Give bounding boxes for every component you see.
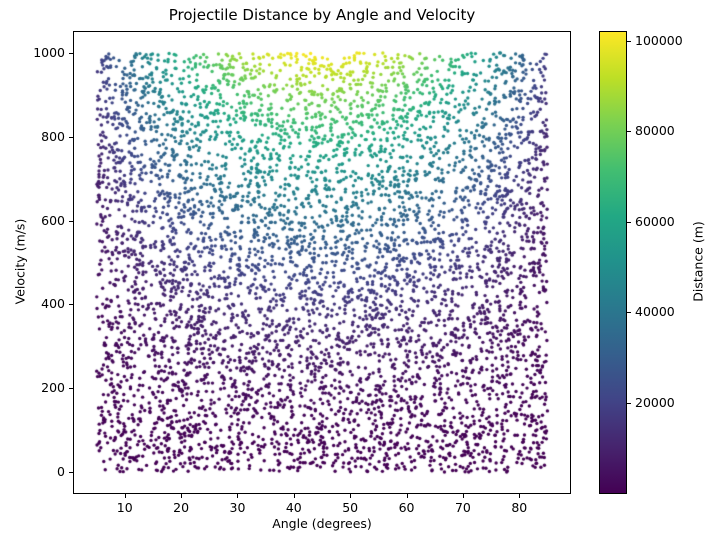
colorbar-tick-mark <box>627 40 631 42</box>
y-tick-label: 400 <box>41 296 65 312</box>
y-tick-mark <box>69 304 73 306</box>
y-tick-mark <box>69 136 73 138</box>
y-tick-mark <box>69 220 73 222</box>
x-tick-mark <box>519 494 521 498</box>
x-tick-label: 40 <box>285 500 302 515</box>
y-tick-label: 800 <box>41 128 65 144</box>
x-tick-label: 60 <box>398 500 415 515</box>
colorbar-tick-mark <box>627 221 631 223</box>
x-tick-mark <box>237 494 239 498</box>
y-tick-label: 1000 <box>33 44 65 60</box>
x-tick-label: 70 <box>454 500 471 515</box>
y-tick-mark <box>69 52 73 54</box>
x-tick-mark <box>181 494 183 498</box>
colorbar-tick-label: 60000 <box>635 213 675 229</box>
plot-area <box>73 31 571 494</box>
y-tick-mark <box>69 472 73 474</box>
colorbar-tick-label: 20000 <box>635 394 675 410</box>
x-tick-label: 50 <box>342 500 359 515</box>
colorbar-tick-mark <box>627 402 631 404</box>
x-tick-label: 10 <box>116 500 133 515</box>
y-tick-mark <box>69 388 73 390</box>
scatter-canvas <box>74 32 570 493</box>
x-tick-label: 80 <box>511 500 528 515</box>
y-tick-label: 200 <box>41 380 65 396</box>
x-tick-mark <box>406 494 408 498</box>
x-tick-mark <box>124 494 126 498</box>
x-tick-mark <box>293 494 295 498</box>
x-tick-label: 20 <box>173 500 190 515</box>
y-tick-label: 0 <box>57 464 65 480</box>
colorbar-tick-label: 40000 <box>635 304 675 320</box>
colorbar <box>599 31 627 494</box>
chart-title: Projectile Distance by Angle and Velocit… <box>168 6 476 24</box>
colorbar-label: Distance (m) <box>690 220 706 302</box>
colorbar-tick-mark <box>627 131 631 133</box>
y-axis-label: Velocity (m/s) <box>12 218 28 304</box>
colorbar-tick-mark <box>627 312 631 314</box>
x-axis-label: Angle (degrees) <box>272 516 372 531</box>
colorbar-tick-label: 100000 <box>635 32 683 48</box>
x-tick-label: 30 <box>229 500 246 515</box>
y-tick-label: 600 <box>41 212 65 228</box>
colorbar-tick-label: 80000 <box>635 123 675 139</box>
x-tick-mark <box>350 494 352 498</box>
x-tick-mark <box>462 494 464 498</box>
